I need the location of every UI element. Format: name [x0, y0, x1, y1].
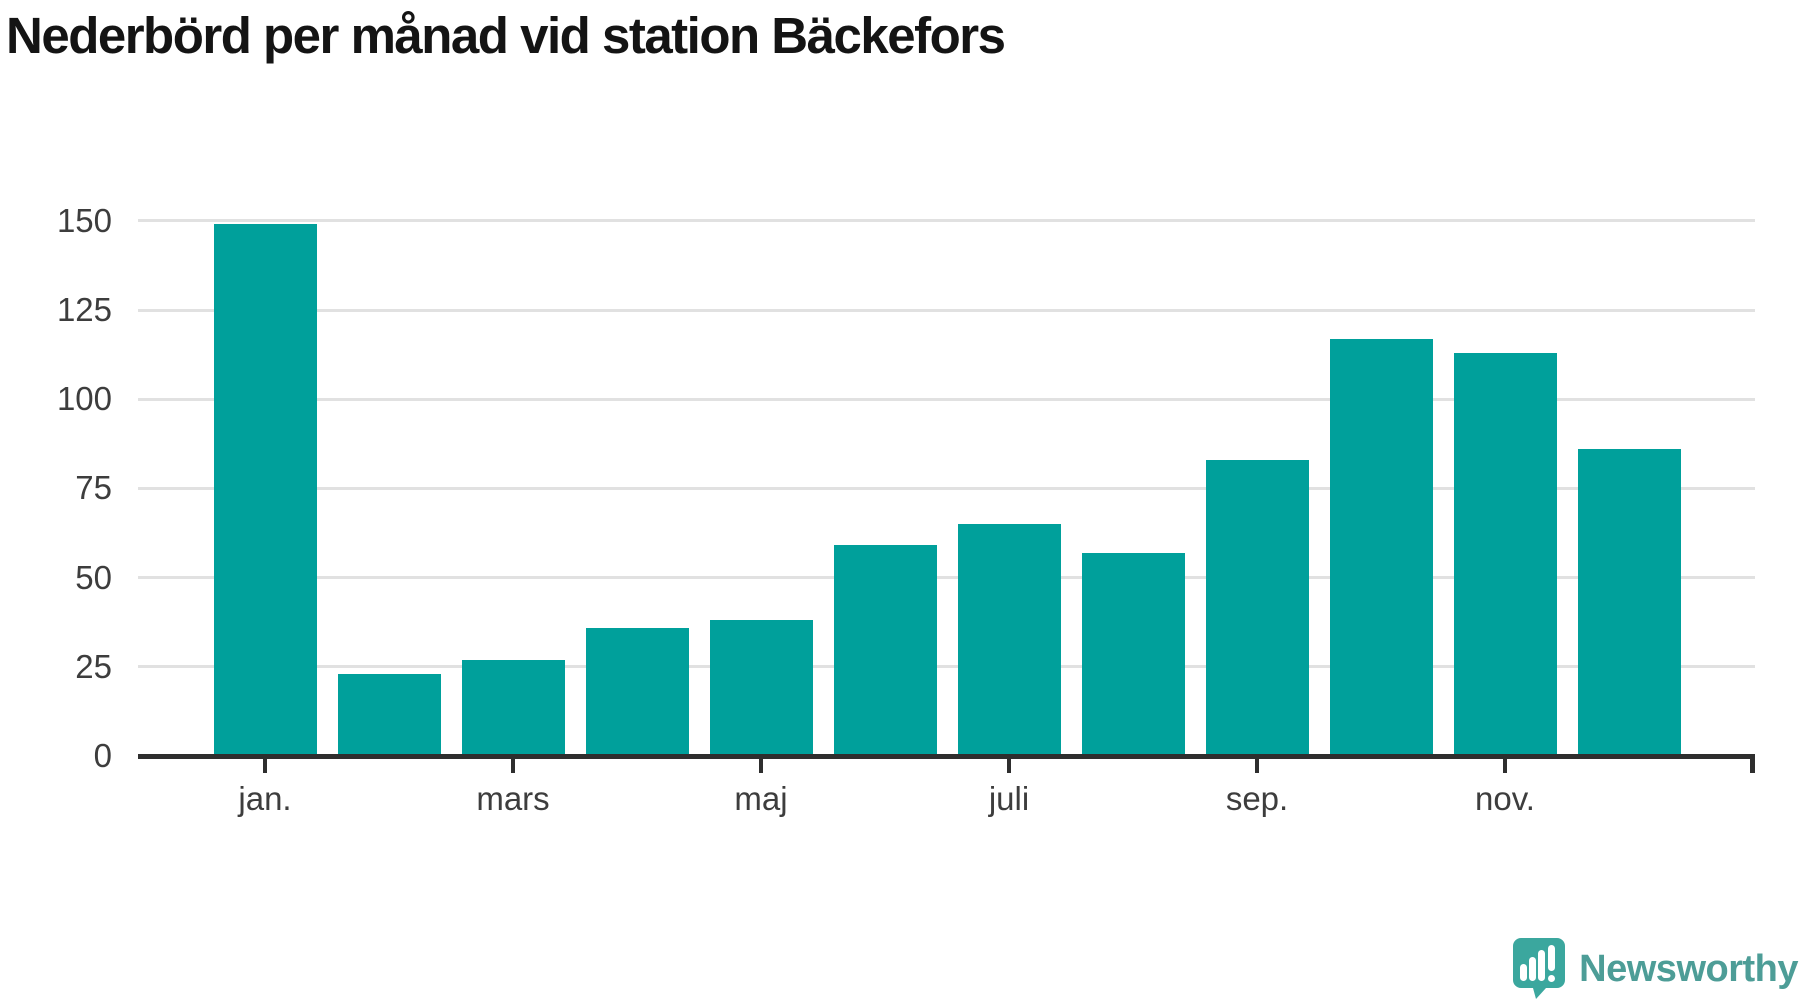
newsworthy-logo: Newsworthy	[1513, 938, 1798, 1000]
bar-april	[585, 627, 689, 756]
gridline-25	[138, 665, 1755, 669]
x-axis-end-cap	[1750, 754, 1755, 773]
gridline-150	[138, 219, 1755, 223]
y-tick-label-100: 100	[56, 380, 112, 418]
y-tick-label-25: 25	[75, 647, 112, 685]
x-axis-line	[138, 754, 1755, 759]
x-tick-label-nov.: nov.	[1475, 780, 1535, 817]
x-tick-nov.	[1503, 754, 1507, 773]
x-tick-sep.	[1255, 754, 1259, 773]
x-tick-label-maj: maj	[734, 780, 788, 817]
newsworthy-icon	[1513, 938, 1566, 999]
bar-feb.	[337, 673, 441, 756]
x-tick-label-jan.: jan.	[238, 780, 292, 817]
y-tick-label-0: 0	[93, 737, 112, 774]
bar-jan.	[213, 224, 317, 756]
bar-mars	[461, 659, 565, 756]
gridline-100	[138, 397, 1755, 401]
bar-nov.	[1453, 352, 1557, 756]
bar-aug.	[1081, 552, 1185, 756]
gridline-125	[138, 308, 1755, 312]
bar-dec.	[1577, 449, 1681, 756]
bar-maj	[709, 620, 813, 756]
x-tick-mars	[511, 754, 515, 773]
y-tick-label-50: 50	[75, 558, 112, 596]
x-tick-label-mars: mars	[476, 780, 550, 817]
x-tick-jan.	[263, 754, 267, 773]
bar-sep.	[1205, 459, 1309, 756]
bar-okt.	[1329, 338, 1433, 756]
bar-juni	[833, 545, 937, 756]
y-tick-label-75: 75	[75, 469, 112, 507]
x-tick-maj	[759, 754, 763, 773]
x-tick-juli	[1007, 754, 1011, 773]
gridline-50	[138, 576, 1755, 580]
bar-juli	[957, 524, 1061, 756]
x-tick-label-sep.: sep.	[1225, 780, 1289, 817]
x-tick-label-juli: juli	[988, 780, 1030, 817]
newsworthy-wordmark: Newsworthy	[1579, 947, 1798, 990]
y-tick-label-150: 150	[56, 201, 112, 239]
gridline-75	[138, 486, 1755, 490]
y-tick-label-125: 125	[56, 291, 112, 328]
chart-title: Nederbörd per månad vid station Bäckefor…	[6, 7, 1006, 64]
